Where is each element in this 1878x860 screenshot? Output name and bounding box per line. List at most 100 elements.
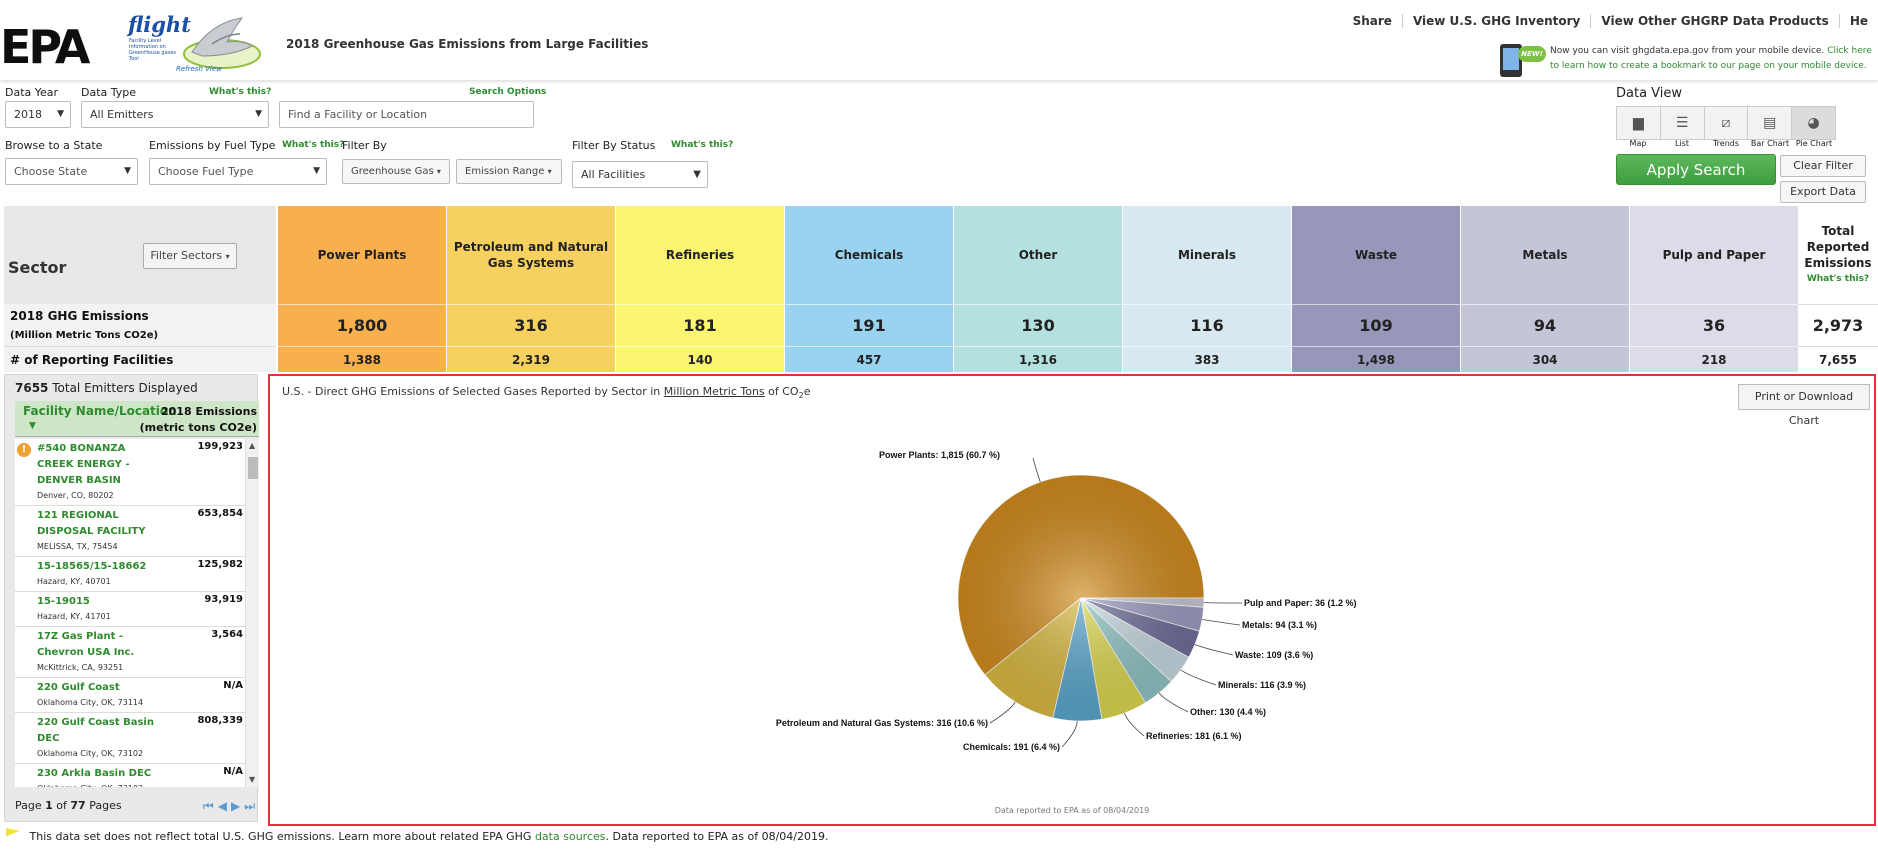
- pager-nav: ⏮◀▶⏭: [203, 799, 259, 814]
- status-select[interactable]: All Facilities ▼: [572, 161, 708, 188]
- mobile-bookmark-link[interactable]: Click here to learn how to create a book…: [1550, 46, 1872, 71]
- sector-facilities: 1,316: [954, 346, 1122, 372]
- last-page-icon[interactable]: ⏭: [244, 799, 259, 813]
- fuel-type-value: Choose Fuel Type: [158, 165, 254, 178]
- greenhouse-gas-label: Greenhouse Gas: [351, 166, 434, 177]
- facility-name-link[interactable]: 15-18565/15-18662: [37, 561, 147, 572]
- sector-column-metals[interactable]: Metals 94 304: [1461, 206, 1629, 372]
- data-type-whats-this[interactable]: What's this?: [209, 87, 272, 97]
- facility-location: Hazard, KY, 41701: [37, 612, 111, 621]
- scroll-thumb[interactable]: [248, 457, 258, 479]
- data-sources-link[interactable]: data sources: [534, 830, 606, 843]
- facility-name-link[interactable]: 220 Gulf Coast: [37, 682, 120, 693]
- refresh-view-link[interactable]: Refresh View: [176, 65, 222, 73]
- epa-logo[interactable]: EPA: [0, 12, 118, 74]
- greenhouse-gas-filter[interactable]: Greenhouse Gas ▾: [342, 159, 450, 184]
- clear-filter-button[interactable]: Clear Filter: [1780, 155, 1866, 177]
- fuel-type-whats-this[interactable]: What's this?: [282, 140, 345, 150]
- share-link[interactable]: Share: [1352, 14, 1392, 28]
- facility-emissions: 199,923: [197, 441, 243, 452]
- sector-column-petroleum-and-natural-gas-systems[interactable]: Petroleum and Natural Gas Systems 316 2,31…: [447, 206, 615, 372]
- sector-column-power-plants[interactable]: Power Plants 1,800 1,388: [278, 206, 446, 372]
- print-download-chart-button[interactable]: Print or Download Chart: [1738, 384, 1870, 427]
- emission-range-filter[interactable]: Emission Range ▾: [456, 159, 562, 184]
- list-item[interactable]: ! #540 BONANZA CREEK ENERGY - DENVER BASI…: [15, 439, 245, 506]
- sector-label: Sector: [8, 258, 67, 277]
- facility-emissions: N/A: [223, 766, 243, 777]
- bar-chart-view-button[interactable]: ▤: [1748, 107, 1793, 139]
- chart-footnote: Data reported to EPA as of 08/04/2019: [994, 806, 1150, 815]
- list-item[interactable]: 15-18565/15-18662 Hazard, KY, 40701 125,98…: [15, 557, 245, 592]
- scroll-up-icon[interactable]: ▲: [249, 441, 256, 450]
- filter-status-whats-this[interactable]: What's this?: [671, 140, 734, 150]
- sector-column-minerals[interactable]: Minerals 116 383: [1123, 206, 1291, 372]
- facility-name-link[interactable]: 220 Gulf Coast Basin DEC: [37, 717, 154, 744]
- total-header: Total Reported Emissions What's this?: [1798, 206, 1878, 304]
- sector-name: Petroleum and Natural Gas Systems: [453, 240, 609, 270]
- trends-view-button[interactable]: ⧄: [1705, 107, 1749, 139]
- sector-column-other[interactable]: Other 130 1,316: [954, 206, 1122, 372]
- list-item[interactable]: 230 Arkla Basin DEC Oklahoma City, OK, 73…: [15, 764, 245, 787]
- facility-name-link[interactable]: #540 BONANZA CREEK ENERGY - DENVER BASIN: [37, 443, 130, 486]
- total-whats-this[interactable]: What's this?: [1806, 274, 1870, 284]
- apply-search-button[interactable]: Apply Search: [1616, 154, 1776, 185]
- filter-sectors-button[interactable]: Filter Sectors ▾: [143, 243, 237, 269]
- list-item[interactable]: 220 Gulf Coast Basin DEC Oklahoma City, O…: [15, 713, 245, 764]
- data-type-select[interactable]: All Emitters ▼: [81, 101, 269, 128]
- list-item[interactable]: 220 Gulf Coast Oklahoma City, OK, 73114 N/…: [15, 678, 245, 713]
- facility-name-link[interactable]: 121 REGIONAL DISPOSAL FACILITY: [37, 510, 146, 537]
- page-current[interactable]: 1: [45, 799, 53, 812]
- us-map-icon: ▆: [1633, 115, 1644, 131]
- sector-column-chemicals[interactable]: Chemicals 191 457: [785, 206, 953, 372]
- sector-column-waste[interactable]: Waste 109 1,498: [1292, 206, 1460, 372]
- fuel-type-label: Emissions by Fuel Type: [149, 139, 276, 152]
- pie-label-other: Other: 130 (4.4 %): [1190, 707, 1266, 717]
- sector-column-pulp-and-paper[interactable]: Pulp and Paper 36 218: [1630, 206, 1798, 372]
- export-data-button[interactable]: Export Data: [1780, 181, 1866, 203]
- map-view-label: Map: [1629, 139, 1647, 148]
- emissions-label: 2018 GHG Emissions: [10, 309, 149, 323]
- pie-connector: [989, 701, 1016, 724]
- footer-note: This data set does not reflect total U.S…: [6, 828, 829, 843]
- list-view-button[interactable]: ☰: [1661, 107, 1705, 139]
- emissions-unit: (Million Metric Tons CO2e): [10, 330, 159, 341]
- sector-name: Waste: [1355, 248, 1397, 262]
- facility-search-input[interactable]: Find a Facility or Location: [279, 101, 534, 128]
- facility-list-scrollbar[interactable]: ▲ ▼: [245, 439, 259, 787]
- first-page-icon[interactable]: ⏮: [202, 799, 218, 813]
- mobile-notice: NEW! Now you can visit ghgdata.epa.gov f…: [1500, 44, 1872, 77]
- ghg-inventory-link[interactable]: View U.S. GHG Inventory: [1401, 14, 1590, 28]
- facility-location: Hazard, KY, 40701: [37, 577, 111, 586]
- page-total: 77: [70, 799, 86, 812]
- sector-name: Refineries: [665, 248, 735, 262]
- sector-name: Power Plants: [317, 248, 407, 262]
- pie-chart-view-button[interactable]: ◕: [1792, 107, 1835, 139]
- chart-title-unit-link[interactable]: Million Metric Tons: [663, 385, 765, 398]
- ghgrp-products-link[interactable]: View Other GHGRP Data Products: [1590, 14, 1838, 28]
- search-options-link[interactable]: Search Options: [469, 87, 547, 97]
- facility-name-column-header[interactable]: Facility Name/Location ▼: [23, 404, 177, 431]
- prev-page-icon[interactable]: ◀: [217, 799, 231, 813]
- map-view-button[interactable]: ▆: [1617, 107, 1661, 139]
- facility-name-column-label: Facility Name/Location: [23, 404, 177, 418]
- scroll-down-icon[interactable]: ▼: [249, 775, 256, 784]
- help-link[interactable]: He: [1838, 14, 1878, 28]
- facility-name-link[interactable]: 15-19015: [37, 596, 90, 607]
- data-year-select[interactable]: 2018 ▼: [5, 101, 71, 128]
- pie-label-refineries: Refineries: 181 (6.1 %): [1146, 731, 1242, 741]
- sector-column-refineries[interactable]: Refineries 181 140: [616, 206, 784, 372]
- sector-emissions: 181: [616, 304, 784, 346]
- trend-chart-icon: ⧄: [1721, 115, 1731, 131]
- fuel-type-select[interactable]: Choose Fuel Type ▼: [149, 158, 327, 185]
- next-page-icon[interactable]: ▶: [230, 799, 245, 813]
- list-item[interactable]: 17Z Gas Plant - Chevron USA Inc. McKittri…: [15, 627, 245, 678]
- pie-label-minerals: Minerals: 116 (3.9 %): [1218, 680, 1306, 690]
- sector-emissions: 36: [1630, 304, 1798, 346]
- emissions-column-header[interactable]: 2018 Emissions (metric tons CO2e): [139, 405, 257, 434]
- list-item[interactable]: 121 REGIONAL DISPOSAL FACILITY MELISSA, T…: [15, 506, 245, 557]
- pie-connector: [1032, 457, 1041, 483]
- facility-name-link[interactable]: 17Z Gas Plant - Chevron USA Inc.: [37, 631, 135, 658]
- facility-name-link[interactable]: 230 Arkla Basin DEC: [37, 768, 152, 779]
- list-item[interactable]: 15-19015 Hazard, KY, 41701 93,919: [15, 592, 245, 627]
- state-select[interactable]: Choose State ▼: [5, 158, 138, 185]
